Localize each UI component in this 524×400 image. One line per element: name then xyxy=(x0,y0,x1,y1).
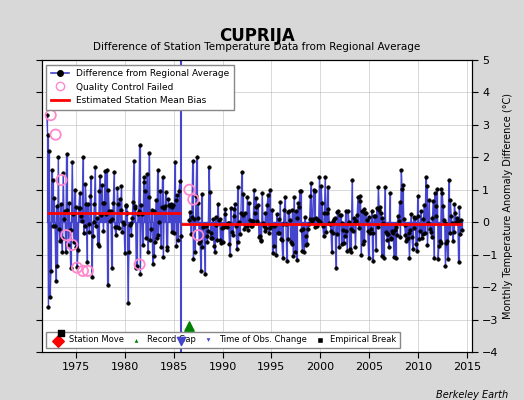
Point xyxy=(57,329,66,336)
Point xyxy=(185,323,193,329)
Text: Difference of Station Temperature Data from Regional Average: Difference of Station Temperature Data f… xyxy=(93,42,420,52)
Point xyxy=(57,177,66,183)
Point xyxy=(68,242,77,248)
Text: Berkeley Earth: Berkeley Earth xyxy=(436,390,508,400)
Point xyxy=(73,264,81,271)
Point xyxy=(53,338,62,344)
Point xyxy=(189,196,198,203)
Legend: Station Move, Record Gap, Time of Obs. Change, Empirical Break: Station Move, Record Gap, Time of Obs. C… xyxy=(46,332,400,348)
Point xyxy=(84,268,92,274)
Point xyxy=(51,132,60,138)
Point xyxy=(177,338,185,344)
Point xyxy=(135,261,144,268)
Point xyxy=(185,186,193,193)
Title: CUPRIJA: CUPRIJA xyxy=(219,26,294,44)
Y-axis label: Monthly Temperature Anomaly Difference (°C): Monthly Temperature Anomaly Difference (… xyxy=(503,93,512,319)
Point xyxy=(47,112,55,118)
Point xyxy=(194,232,202,238)
Point xyxy=(79,268,87,274)
Point xyxy=(62,232,71,238)
